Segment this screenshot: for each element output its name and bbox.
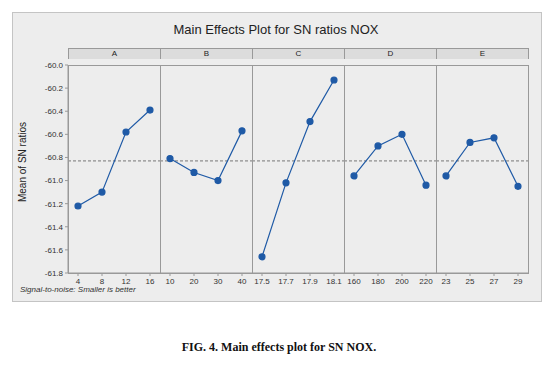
svg-text:17.5: 17.5 xyxy=(254,277,270,286)
svg-text:-60.2: -60.2 xyxy=(45,84,64,93)
html-text:B: B xyxy=(203,49,210,58)
svg-text:180: 180 xyxy=(371,277,385,286)
svg-text:29: 29 xyxy=(514,277,523,286)
svg-text:220: 220 xyxy=(419,277,433,286)
svg-text:-61.6: -61.6 xyxy=(45,246,64,255)
html-text:Mean of SN ratios: Mean of SN ratios xyxy=(16,122,28,202)
svg-text:-60.6: -60.6 xyxy=(45,130,64,139)
svg-text:10: 10 xyxy=(166,277,175,286)
html-text:A: A xyxy=(111,49,118,58)
svg-text:4: 4 xyxy=(76,277,81,286)
svg-text:-60.4: -60.4 xyxy=(45,107,64,116)
svg-text:40: 40 xyxy=(238,277,247,286)
svg-text:-61.2: -61.2 xyxy=(45,200,64,209)
html-text:Main Effects Plot for SN ratio: Main Effects Plot for SN ratios NOX xyxy=(173,22,379,37)
svg-text:16: 16 xyxy=(146,277,155,286)
svg-text:-61.4: -61.4 xyxy=(45,223,64,232)
svg-text:20: 20 xyxy=(190,277,199,286)
html-text:C: C xyxy=(295,49,302,58)
html-text:FIG. 4. Main effects plot for: FIG. 4. Main effects plot for SN NOX. xyxy=(181,340,377,354)
html-text:Signal-to-noise: Smaller is be: Signal-to-noise: Smaller is better xyxy=(20,285,136,294)
svg-text:-60.0: -60.0 xyxy=(45,61,64,70)
svg-text:-60.8: -60.8 xyxy=(45,153,64,162)
svg-text:160: 160 xyxy=(347,277,361,286)
svg-text:17.7: 17.7 xyxy=(278,277,294,286)
svg-text:23: 23 xyxy=(442,277,451,286)
svg-text:25: 25 xyxy=(466,277,475,286)
svg-text:17.9: 17.9 xyxy=(302,277,318,286)
svg-text:-61.8: -61.8 xyxy=(45,269,64,278)
html-text:E: E xyxy=(479,49,486,58)
svg-text:200: 200 xyxy=(395,277,409,286)
svg-text:8: 8 xyxy=(100,277,105,286)
html-text:D: D xyxy=(387,49,394,58)
svg-text:18.1: 18.1 xyxy=(326,277,342,286)
svg-text:27: 27 xyxy=(490,277,499,286)
svg-text:30: 30 xyxy=(214,277,223,286)
svg-text:-61.0: -61.0 xyxy=(45,176,64,185)
svg-text:12: 12 xyxy=(122,277,131,286)
